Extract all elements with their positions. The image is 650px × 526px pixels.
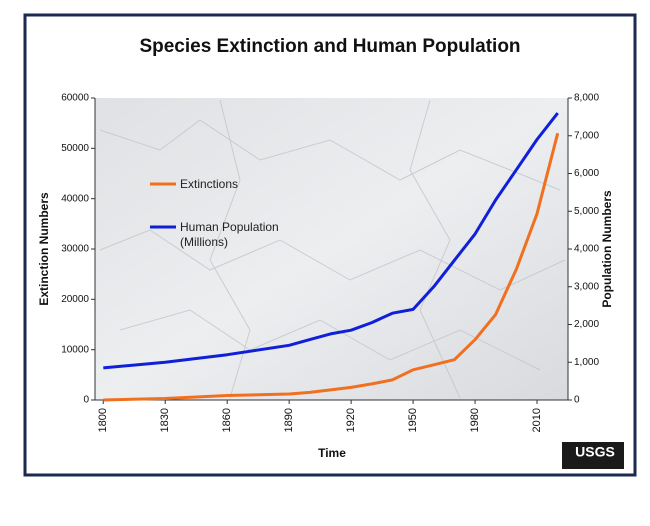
- x-tick-label: 1980: [469, 408, 481, 432]
- plot-area: [95, 98, 568, 400]
- y-tick-label: 10000: [61, 344, 89, 355]
- series-line: [103, 112, 559, 370]
- y2-tick-label: 0: [574, 395, 580, 406]
- y2-tick-label: 8,000: [574, 93, 599, 104]
- y-tick-label: 30000: [61, 244, 89, 255]
- y2-tick-label: 1,000: [574, 357, 599, 368]
- marble-veins: [99, 99, 566, 399]
- y-tick-label: 20000: [61, 294, 89, 305]
- y-tick-label: 0: [83, 395, 89, 406]
- y2-tick-label: 5,000: [574, 206, 599, 217]
- logo-box: [562, 442, 624, 469]
- y2-tick-label: 7,000: [574, 130, 599, 141]
- y-axis-label: Extinction Numbers: [37, 192, 51, 306]
- x-tick-label: 1860: [221, 408, 233, 432]
- y-tick-label: 60000: [61, 93, 89, 104]
- y2-tick-label: 3,000: [574, 281, 599, 292]
- legend-entry: Extinctions: [180, 177, 239, 191]
- x-tick-label: 1950: [407, 408, 419, 432]
- logo: USGS: [575, 444, 615, 460]
- x-tick-label: 1800: [97, 408, 109, 432]
- y-tick-label: 40000: [61, 193, 89, 204]
- x-tick-label: 1890: [283, 408, 295, 432]
- y2-tick-label: 2,000: [574, 319, 599, 330]
- x-tick-label: 2010: [531, 408, 543, 432]
- x-tick-label: 1920: [345, 408, 357, 432]
- series-line: [103, 132, 560, 402]
- y2-axis-label: Population Numbers: [600, 190, 614, 308]
- y2-tick-label: 6,000: [574, 168, 599, 179]
- chart-title: Species Extinction and Human Population: [139, 36, 520, 57]
- x-tick-label: 1830: [159, 408, 171, 432]
- y2-tick-label: 4,000: [574, 244, 599, 255]
- legend-entry: Human Population (Millions): [180, 220, 279, 249]
- x-axis-label: Time: [318, 446, 346, 460]
- y-tick-label: 50000: [61, 143, 89, 154]
